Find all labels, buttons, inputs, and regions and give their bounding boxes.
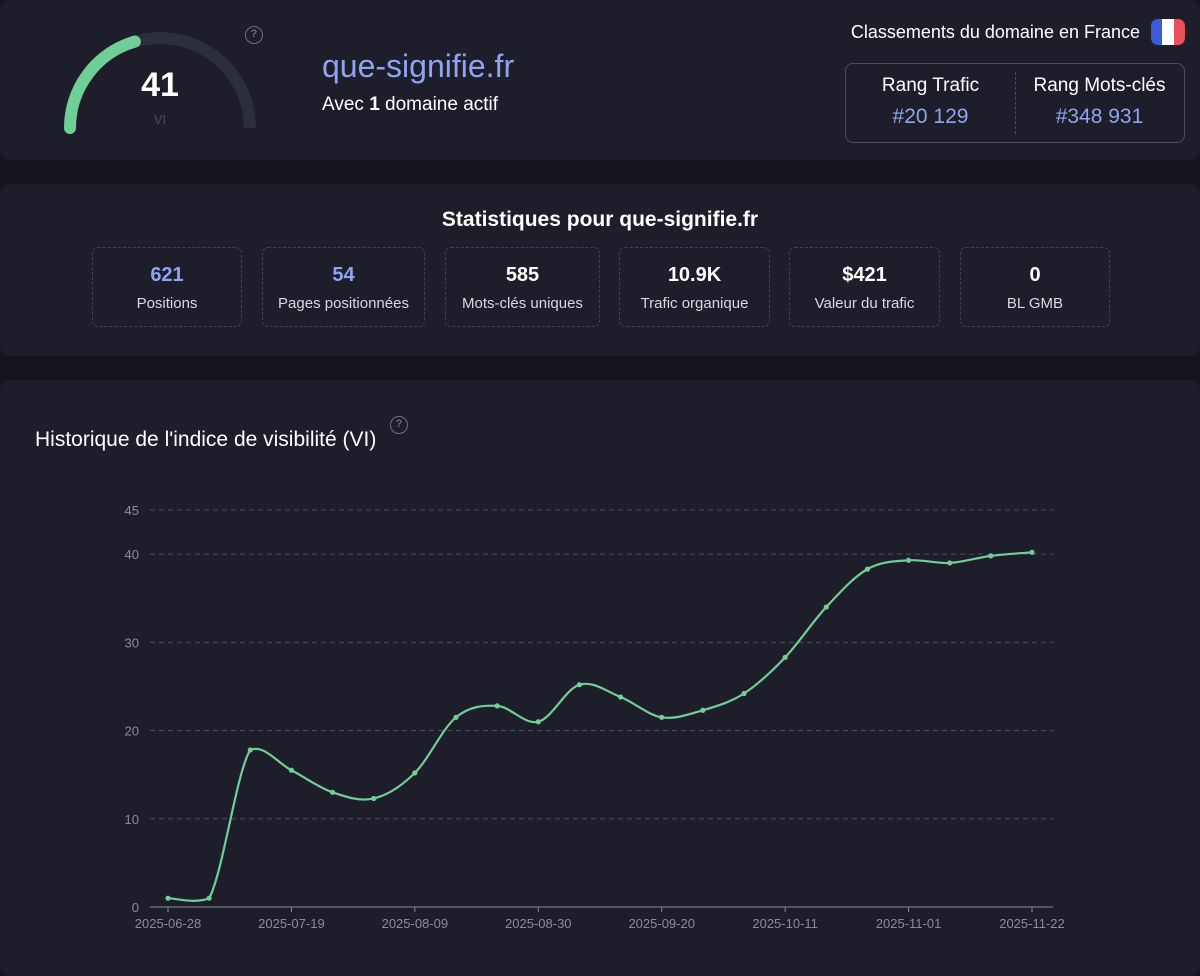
flag-stripe-blue [1151, 19, 1163, 45]
data-point[interactable] [659, 714, 665, 720]
gauge-unit: VI [153, 112, 167, 127]
stat-pages[interactable]: 54 Pages positionnées [262, 247, 425, 327]
rank-traffic-label: Rang Trafic [881, 75, 980, 96]
data-point[interactable] [371, 795, 377, 802]
stat-value: 621 [150, 264, 184, 286]
data-point[interactable] [700, 707, 706, 713]
stats-title: Statistiques pour que-signifie.fr [441, 208, 759, 231]
data-point[interactable] [782, 654, 788, 660]
y-tick-label: 0 [132, 900, 139, 915]
vi-history-chart: 0 10 20 30 40 45 2025-06-28 2025-07-19 2025-08-0… [125, 503, 1065, 931]
y-tick-label: 30 [125, 635, 139, 650]
stat-label: Trafic organique [640, 295, 749, 312]
data-point[interactable] [494, 703, 500, 709]
data-point[interactable] [288, 767, 295, 773]
data-point[interactable] [535, 719, 541, 725]
gauge-value: 41 [141, 66, 179, 104]
stat-label: Pages positionnées [278, 295, 409, 312]
y-tick-label: 10 [125, 812, 139, 827]
stat-positions[interactable]: 621 Positions [92, 247, 242, 327]
y-tick-label: 45 [125, 503, 139, 518]
data-point[interactable] [823, 604, 829, 610]
x-tick-label: 2025-10-11 [752, 916, 818, 931]
data-point[interactable] [1029, 549, 1035, 555]
data-point[interactable] [453, 714, 459, 720]
visibility-gauge: 41 VI [60, 28, 260, 138]
rank-keywords-label: Rang Mots-clés [1033, 75, 1166, 96]
domain-title[interactable]: que-signifie.fr [322, 48, 515, 84]
rank-traffic: Rang Trafic #20 129 [846, 64, 1015, 142]
data-point[interactable] [617, 694, 624, 700]
subtitle-prefix: Avec [322, 94, 370, 115]
chart-title: Historique de l'indice de visibilité (VI… [35, 428, 377, 451]
stat-traffic: 10.9K Trafic organique [619, 247, 770, 327]
stat-value: 54 [332, 264, 355, 286]
data-point[interactable] [947, 560, 953, 566]
data-point[interactable] [905, 557, 912, 563]
flag-stripe-red [1173, 19, 1185, 45]
rank-traffic-value: #20 129 [892, 105, 969, 128]
rank-box: Rang Trafic #20 129 Rang Mots-clés #348 … [845, 63, 1185, 143]
stat-value: 0 [1029, 264, 1041, 286]
stat-label: BL GMB [1006, 295, 1064, 312]
data-point[interactable] [412, 770, 418, 776]
data-point[interactable] [206, 895, 212, 901]
gauge-fill [64, 35, 141, 134]
flag-stripe-white [1162, 19, 1174, 45]
x-tick-label: 2025-08-09 [382, 916, 449, 931]
help-icon[interactable]: ? [390, 416, 408, 434]
data-point[interactable] [741, 690, 747, 697]
data-point[interactable] [864, 566, 871, 572]
stats-card: Statistiques pour que-signifie.fr 621 Po… [0, 184, 1200, 356]
x-tick-label: 2025-11-01 [876, 916, 942, 931]
domain-header-card: 41 VI ? que-signifie.fr Avec 1 domaine a… [0, 0, 1200, 160]
subtitle-count: 1 [369, 94, 380, 115]
stat-value: 585 [505, 264, 540, 286]
stat-value: $421 [842, 264, 887, 286]
stat-bl-gmb: 0 BL GMB [960, 247, 1110, 327]
rank-keywords-value: #348 931 [1055, 105, 1144, 128]
rank-divider [1015, 72, 1016, 134]
stat-label: Valeur du trafic [814, 295, 915, 312]
stat-keywords: 585 Mots-clés uniques [445, 247, 600, 327]
stat-label: Mots-clés uniques [462, 295, 583, 312]
data-point[interactable] [576, 682, 583, 688]
data-point[interactable] [329, 789, 336, 795]
rank-header: Classements du domaine en France [850, 22, 1140, 42]
x-tick-label: 2025-06-28 [135, 916, 202, 931]
y-tick-label: 40 [125, 547, 139, 562]
rank-keywords: Rang Mots-clés #348 931 [1015, 64, 1184, 142]
x-tick-label: 2025-11-22 [999, 916, 1065, 931]
domain-subtitle: Avec 1 domaine actif [322, 94, 498, 116]
series-line [167, 551, 1033, 902]
y-tick-label: 20 [125, 724, 139, 739]
stat-traffic-value: $421 Valeur du trafic [789, 247, 940, 327]
x-tick-label: 2025-07-19 [258, 916, 325, 931]
data-point[interactable] [165, 895, 171, 901]
x-tick-label: 2025-09-20 [628, 916, 695, 931]
france-flag-icon [1151, 19, 1185, 45]
help-icon[interactable]: ? [245, 26, 263, 44]
stat-value: 10.9K [667, 264, 722, 286]
data-point[interactable] [247, 747, 253, 753]
x-tick-label: 2025-08-30 [505, 916, 572, 931]
stat-label: Positions [136, 295, 198, 312]
chart-card: Historique de l'indice de visibilité (VI… [0, 380, 1200, 976]
subtitle-suffix: domaine actif [379, 94, 499, 115]
data-point[interactable] [988, 553, 994, 559]
gauge-arc [64, 32, 256, 134]
